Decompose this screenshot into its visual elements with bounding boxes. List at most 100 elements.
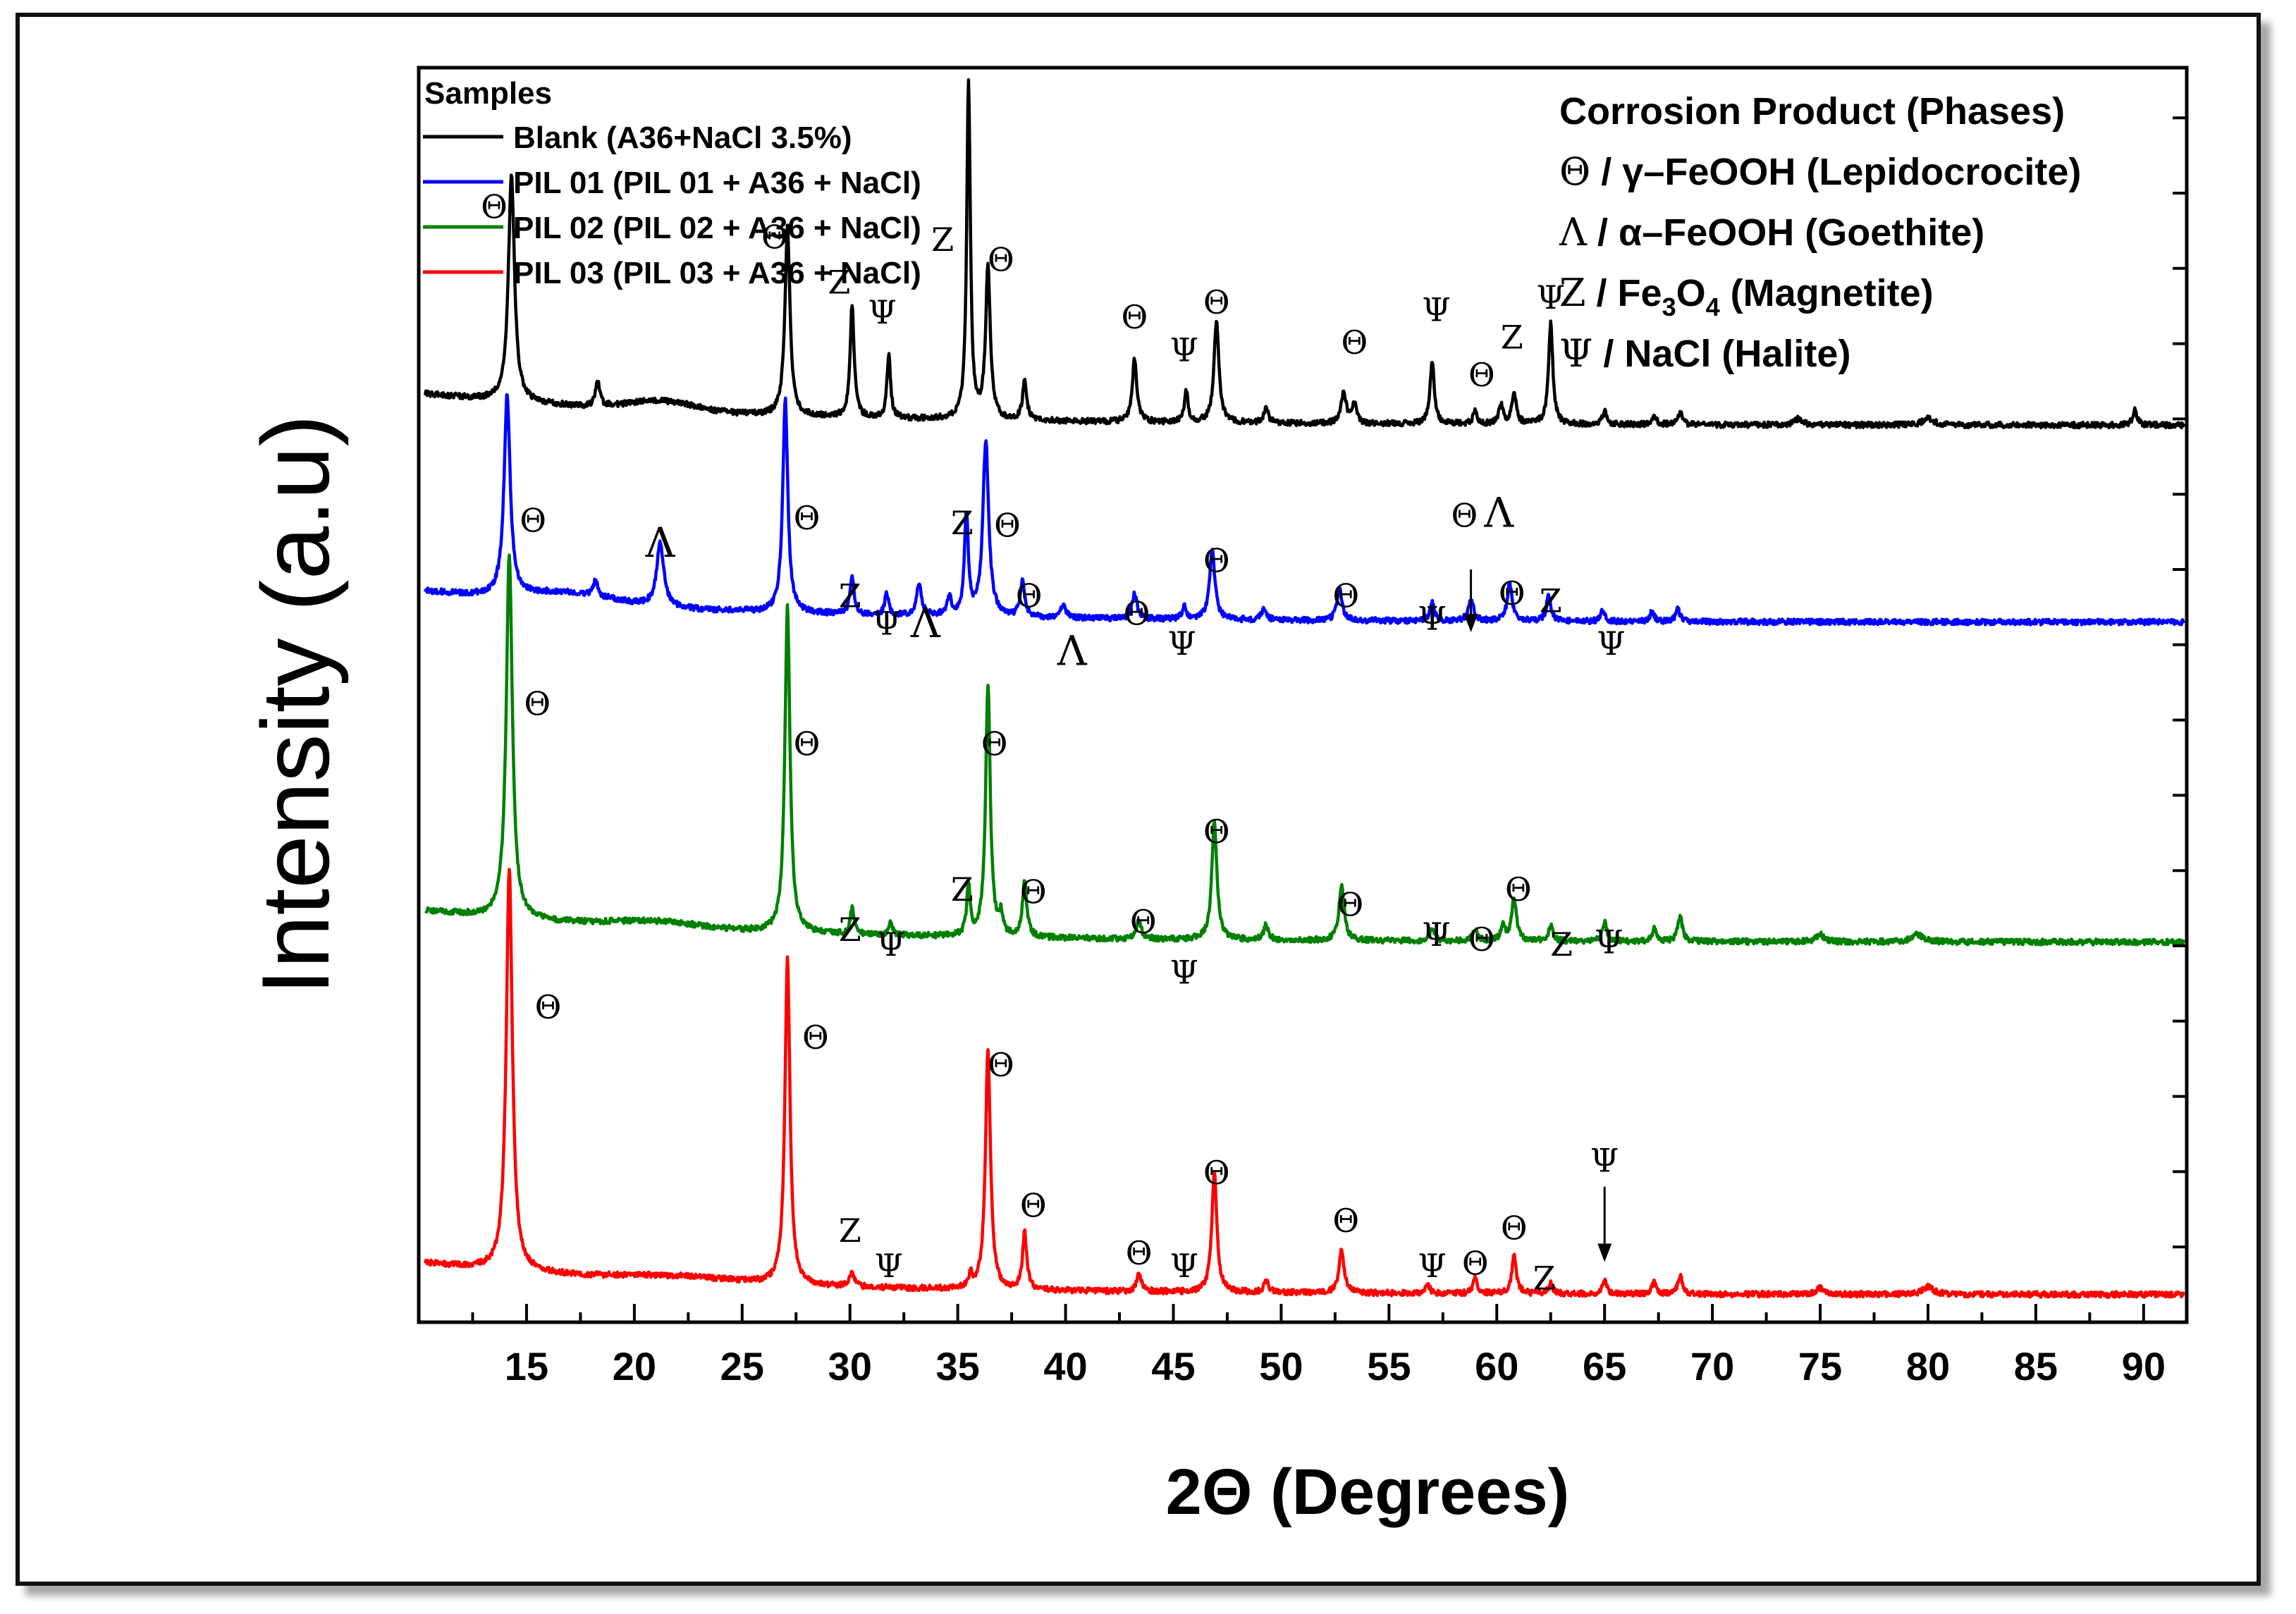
x-tick-label: 50: [1259, 1344, 1303, 1388]
peak-label: Ψ: [873, 605, 901, 643]
peak-label: Z: [1540, 582, 1562, 620]
peak-label: Z: [951, 870, 974, 908]
peak-label: Θ: [981, 725, 1008, 763]
peak-label: Ψ: [1418, 1247, 1446, 1285]
legend-entry-label: Blank (A36+NaCl 3.5%): [513, 121, 852, 155]
peak-label: Z: [1550, 925, 1573, 963]
peak-label: Θ: [988, 240, 1014, 278]
peak-label: Λ: [1057, 627, 1088, 674]
series-line: [424, 868, 2186, 1299]
peak-label: Ψ: [875, 1247, 903, 1285]
x-tick-label: 80: [1906, 1344, 1950, 1388]
legend-entry-label: PIL 03 (PIL 03 + A36 + NaCl): [513, 256, 921, 290]
peak-label: Ψ: [1422, 916, 1450, 954]
peak-label: Θ: [994, 507, 1021, 545]
phase-key-title: Corrosion Product (Phases): [1559, 90, 2065, 133]
peak-arrowhead: [1463, 614, 1478, 632]
peak-label: Ψ: [1418, 599, 1446, 637]
series-layer: [423, 78, 2186, 1299]
peak-label: Θ: [1203, 542, 1230, 580]
legend-title: Samples: [424, 76, 552, 111]
legend: Samples Blank (A36+NaCl 3.5%) PIL 01 (PIL…: [423, 76, 921, 290]
peak-label: Ψ: [1597, 624, 1625, 663]
x-tick-label: 70: [1690, 1344, 1734, 1388]
peak-label: Λ: [645, 519, 676, 567]
x-tick-label: 30: [828, 1344, 872, 1388]
x-tick-label: 40: [1043, 1344, 1087, 1388]
peak-label: Θ: [1122, 298, 1148, 336]
x-axis-label: 2Θ (Degrees): [1166, 1456, 1570, 1528]
x-tick-label: 65: [1583, 1344, 1626, 1388]
phase-key-item: Λ / α–FeOOH (Goethite): [1559, 210, 1984, 254]
peak-label: Θ: [794, 499, 821, 537]
peak-label: Θ: [1468, 356, 1495, 394]
peak-label: Θ: [1124, 594, 1150, 632]
y-axis-ticks: [2173, 116, 2187, 1249]
peak-arrowhead: [1597, 1243, 1612, 1262]
peak-label: Θ: [481, 188, 508, 226]
peak-label: Θ: [1016, 577, 1043, 615]
peak-label: Θ: [524, 685, 551, 723]
y-axis-label: Intensity (a.u): [242, 414, 349, 995]
x-tick-label: 45: [1151, 1344, 1195, 1388]
series-line: [424, 393, 2185, 627]
x-tick-label: 35: [935, 1344, 979, 1388]
peak-label: Θ: [1130, 903, 1157, 941]
peak-label: Ψ: [1170, 953, 1198, 991]
peak-label: Θ: [1462, 1244, 1489, 1282]
peak-label: Ψ: [1595, 923, 1623, 961]
peak-label: Θ: [1203, 1154, 1230, 1192]
peak-label: Z: [839, 1212, 861, 1250]
series-line: [424, 553, 2186, 947]
x-tick-label: 55: [1367, 1344, 1411, 1388]
legend-entry-label: PIL 01 (PIL 01 + A36 + NaCl): [513, 166, 921, 200]
peak-label: Θ: [1203, 813, 1230, 851]
peak-label: Z: [839, 911, 861, 949]
peak-label: Θ: [1126, 1234, 1153, 1272]
peak-label: Ψ: [1422, 291, 1450, 329]
phase-key: Corrosion Product (Phases) Θ / γ–FeOOH (…: [1559, 90, 2081, 376]
peak-label: Θ: [1499, 574, 1525, 612]
peak-label: Λ: [1483, 489, 1514, 537]
phase-key-item: Ψ / NaCl (Halite): [1559, 331, 1850, 376]
peak-label: Θ: [1203, 283, 1230, 321]
peak-label: Ψ: [1590, 1141, 1619, 1179]
peak-label: Ψ: [868, 293, 896, 331]
x-tick-label: 60: [1475, 1344, 1518, 1388]
peak-label: Θ: [1451, 497, 1478, 535]
peak-label: Θ: [794, 725, 821, 763]
peak-label: Θ: [1342, 324, 1368, 362]
peak-label: Z: [1501, 319, 1523, 357]
peak-label: Z: [931, 221, 954, 259]
x-tick-label: 85: [2014, 1344, 2058, 1388]
phase-key-item: Z / Fe3O4 (Magnetite): [1559, 271, 1934, 321]
peak-label: Z: [839, 577, 861, 615]
plot-area-border: [417, 66, 2189, 1324]
peak-label: Θ: [1468, 920, 1495, 959]
x-axis-ticks: 15 20 25 30 35 40 45 50 55 60 65 70 75 80 85 90: [471, 1304, 2166, 1388]
peak-label: Ψ: [877, 925, 905, 963]
peak-label: Θ: [1505, 870, 1532, 908]
peak-label: Θ: [520, 502, 546, 540]
phase-key-item: Θ / γ–FeOOH (Lepidocrocite): [1559, 149, 2081, 194]
peak-label: Z: [828, 263, 850, 301]
peak-label: Θ: [1020, 1187, 1047, 1225]
peak-label: Ψ: [1168, 624, 1196, 663]
peak-label: Z: [951, 504, 974, 542]
x-tick-label: 90: [2122, 1344, 2166, 1388]
peak-label: Ψ: [1537, 278, 1565, 316]
x-tick-label: 20: [613, 1344, 656, 1388]
peak-label: Θ: [1501, 1209, 1528, 1248]
peak-label: Ψ: [1170, 331, 1198, 369]
peak-label: Θ: [1020, 873, 1047, 911]
legend-entry-label: PIL 02 (PIL 02 + A36 + NaCl): [513, 211, 921, 245]
peak-label: Θ: [802, 1018, 829, 1057]
peak-label: Θ: [1332, 577, 1359, 615]
peak-label: Θ: [1332, 1202, 1359, 1240]
peak-label: Θ: [761, 218, 788, 256]
x-tick-label: 25: [720, 1344, 764, 1388]
peak-label: Λ: [910, 599, 941, 647]
peak-label: Θ: [535, 988, 562, 1026]
